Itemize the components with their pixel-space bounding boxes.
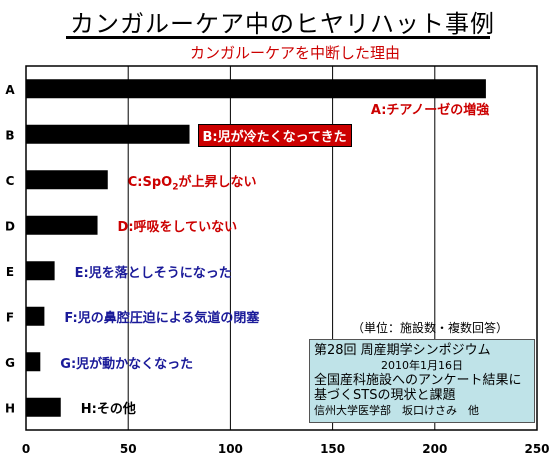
source-date: 2010年1月16日	[381, 359, 463, 372]
x-tick-label: 100	[218, 442, 243, 456]
category-label: F	[6, 310, 14, 324]
bar	[26, 397, 61, 417]
category-label: H	[5, 401, 15, 415]
plot-frame	[25, 65, 538, 431]
bar-annotation: G:児が動かなくなった	[60, 356, 194, 372]
chart-title: カンガルーケア中のヒヤリハット事例	[70, 10, 495, 38]
bar-annotation: A:チアノーゼの増強	[370, 102, 490, 118]
source-title-line2: 基づくSTSの現状と課題	[314, 388, 456, 403]
source-author: 信州大学医学部 坂口けさみ 他	[314, 404, 479, 417]
title-underline	[66, 36, 490, 39]
category-label: E	[6, 265, 14, 279]
bar-annotation: C:SpO2が上昇しない	[127, 174, 257, 193]
x-tick-label: 50	[120, 442, 137, 456]
x-tick-label: 0	[22, 442, 30, 456]
bar	[26, 306, 45, 326]
category-label: G	[5, 356, 15, 370]
bar	[26, 352, 41, 372]
chart-subtitle: カンガルーケアを中断した理由	[189, 44, 400, 62]
category-label: C	[6, 174, 15, 188]
bar-annotation: F:児の鼻腔圧迫による気道の閉塞	[64, 311, 260, 327]
category-label: D	[5, 219, 15, 233]
category-label: A	[5, 83, 15, 97]
bar	[26, 261, 55, 281]
x-tick-label: 150	[320, 442, 345, 456]
bar	[26, 215, 98, 235]
bar	[26, 79, 486, 99]
bar	[26, 170, 108, 190]
source-event: 第28回 周産期学シンポジウム	[314, 343, 491, 358]
bar-annotation: B:児が冷たくなってきた	[197, 124, 352, 148]
unit-note: （単位：施設数・複数回答）	[352, 321, 509, 335]
bar-annotation: E:児を落としそうになった	[74, 265, 232, 281]
bar	[26, 124, 190, 144]
category-label: B	[5, 128, 14, 142]
bar-annotation: H:その他	[80, 402, 136, 418]
source-box: 第28回 周産期学シンポジウム 2010年1月16日 全国産科施設へのアンケート…	[309, 339, 535, 423]
source-title-line1: 全国産科施設へのアンケート結果に	[314, 373, 522, 388]
bar-annotation: D:呼吸をしていない	[117, 220, 238, 236]
x-tick-label: 250	[524, 442, 549, 456]
x-tick-label: 200	[422, 442, 447, 456]
